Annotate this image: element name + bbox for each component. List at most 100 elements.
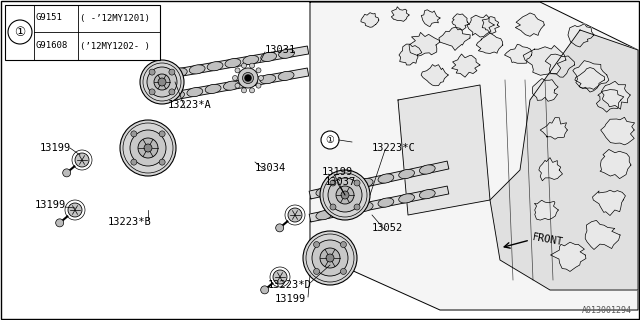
- Circle shape: [326, 254, 334, 262]
- Text: ( -’12MY1201): ( -’12MY1201): [80, 13, 150, 22]
- Ellipse shape: [378, 174, 394, 183]
- Circle shape: [259, 76, 264, 81]
- Text: (’12MY1202- ): (’12MY1202- ): [80, 42, 150, 51]
- Text: 13199: 13199: [322, 167, 353, 177]
- Circle shape: [336, 186, 354, 204]
- Polygon shape: [164, 46, 308, 79]
- Circle shape: [321, 131, 339, 149]
- Text: 13199: 13199: [275, 294, 306, 304]
- Circle shape: [312, 240, 348, 276]
- Polygon shape: [361, 13, 379, 27]
- Circle shape: [241, 88, 246, 93]
- Polygon shape: [602, 81, 630, 109]
- Circle shape: [273, 270, 287, 284]
- Circle shape: [158, 78, 166, 86]
- Polygon shape: [540, 118, 567, 139]
- Text: 13223*D: 13223*D: [268, 280, 312, 290]
- Polygon shape: [310, 2, 638, 310]
- Polygon shape: [452, 14, 470, 30]
- Circle shape: [149, 69, 155, 75]
- Circle shape: [232, 76, 237, 81]
- Polygon shape: [309, 161, 449, 199]
- Circle shape: [238, 68, 258, 88]
- Ellipse shape: [278, 71, 294, 80]
- Circle shape: [169, 89, 175, 95]
- Circle shape: [140, 60, 184, 104]
- Text: 13199: 13199: [35, 200, 66, 210]
- Polygon shape: [482, 17, 499, 33]
- Circle shape: [330, 204, 336, 210]
- Circle shape: [340, 242, 346, 248]
- Circle shape: [354, 204, 360, 210]
- Ellipse shape: [169, 91, 184, 100]
- Text: FRONT: FRONT: [532, 232, 564, 248]
- Polygon shape: [596, 90, 624, 112]
- FancyBboxPatch shape: [5, 5, 160, 60]
- Circle shape: [147, 67, 177, 97]
- Ellipse shape: [278, 49, 294, 58]
- Circle shape: [130, 130, 166, 166]
- Circle shape: [320, 170, 370, 220]
- Polygon shape: [593, 190, 625, 215]
- Ellipse shape: [399, 194, 415, 203]
- Circle shape: [256, 83, 261, 88]
- Circle shape: [235, 83, 240, 88]
- Circle shape: [235, 68, 240, 73]
- Text: ①: ①: [326, 135, 334, 145]
- Text: 13031: 13031: [265, 45, 296, 55]
- Text: G91608: G91608: [36, 42, 68, 51]
- Polygon shape: [539, 158, 563, 181]
- Polygon shape: [467, 15, 494, 37]
- Polygon shape: [452, 54, 480, 77]
- Circle shape: [243, 73, 253, 84]
- Polygon shape: [490, 30, 638, 290]
- Ellipse shape: [205, 84, 221, 93]
- Circle shape: [8, 20, 32, 44]
- Ellipse shape: [172, 68, 188, 77]
- Circle shape: [328, 178, 362, 212]
- Ellipse shape: [357, 178, 373, 188]
- Text: 13223*A: 13223*A: [168, 100, 212, 110]
- Ellipse shape: [260, 75, 276, 84]
- Polygon shape: [515, 13, 544, 36]
- Polygon shape: [399, 44, 422, 65]
- Polygon shape: [585, 220, 620, 250]
- Text: 13037: 13037: [325, 177, 356, 187]
- Circle shape: [303, 231, 357, 285]
- Ellipse shape: [378, 198, 394, 207]
- Circle shape: [256, 68, 261, 73]
- Ellipse shape: [419, 190, 435, 199]
- Circle shape: [241, 63, 246, 68]
- Polygon shape: [391, 7, 409, 21]
- Circle shape: [276, 224, 284, 232]
- Polygon shape: [550, 242, 586, 271]
- Circle shape: [314, 242, 319, 248]
- Circle shape: [341, 191, 349, 199]
- Polygon shape: [504, 44, 532, 63]
- Text: 13199: 13199: [40, 143, 70, 153]
- Ellipse shape: [187, 88, 203, 97]
- Polygon shape: [161, 68, 308, 102]
- Polygon shape: [532, 78, 558, 101]
- Polygon shape: [439, 27, 470, 51]
- Circle shape: [245, 75, 251, 81]
- Ellipse shape: [316, 211, 332, 220]
- Ellipse shape: [337, 183, 353, 192]
- Ellipse shape: [399, 169, 415, 179]
- Polygon shape: [600, 149, 631, 179]
- Circle shape: [131, 159, 137, 165]
- Circle shape: [314, 268, 319, 275]
- Circle shape: [320, 248, 340, 268]
- Polygon shape: [398, 85, 490, 215]
- Circle shape: [260, 286, 269, 294]
- Circle shape: [68, 203, 82, 217]
- Ellipse shape: [260, 52, 276, 61]
- Circle shape: [250, 63, 255, 68]
- Polygon shape: [421, 10, 440, 27]
- Circle shape: [288, 208, 302, 222]
- Polygon shape: [601, 117, 635, 145]
- Circle shape: [138, 138, 158, 158]
- Text: 13034: 13034: [255, 163, 286, 173]
- Polygon shape: [545, 54, 574, 77]
- Polygon shape: [575, 68, 605, 92]
